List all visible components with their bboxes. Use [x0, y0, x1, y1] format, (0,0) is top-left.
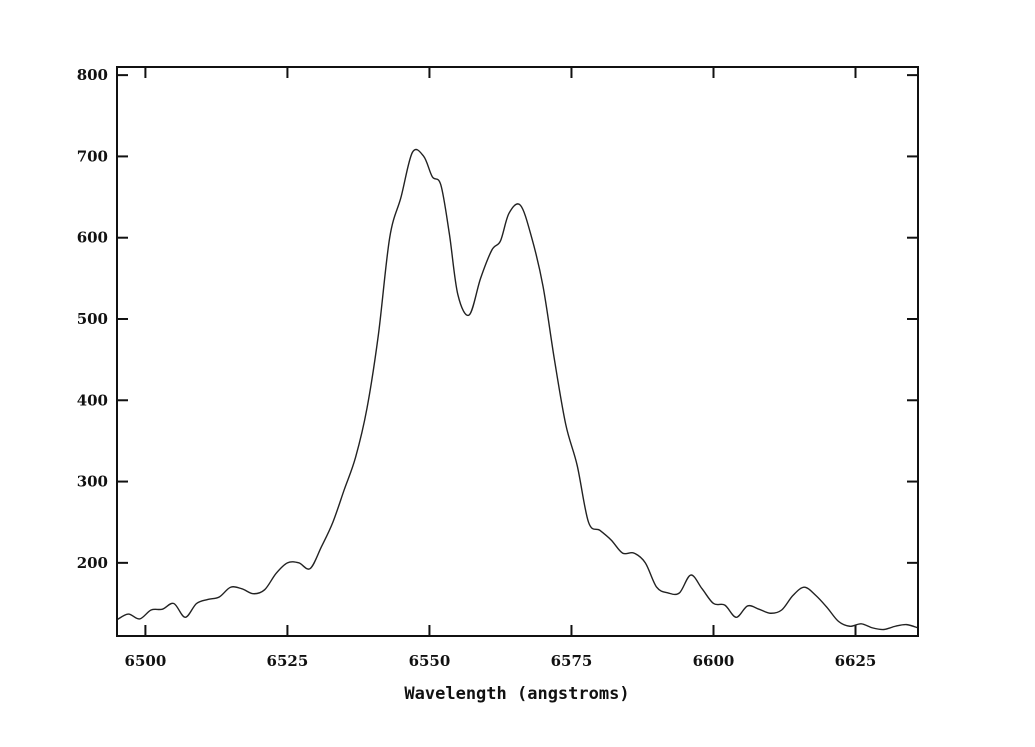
- y-tick-label: 700: [77, 147, 108, 165]
- y-tick-label: 300: [77, 473, 108, 491]
- spectrum-line: [117, 148, 918, 631]
- y-tick-label: 500: [77, 310, 108, 328]
- plot-frame: [116, 66, 919, 637]
- y-tick-label: 400: [77, 391, 108, 409]
- x-tick-label: 6550: [409, 652, 451, 670]
- axis-ticks: [117, 67, 918, 636]
- x-axis-label: Wavelength (angstroms): [404, 684, 629, 704]
- y-tick-label: 200: [77, 554, 108, 572]
- y-tick-label: 600: [77, 229, 108, 247]
- x-tick-label: 6525: [267, 652, 309, 670]
- x-tick-label: 6500: [125, 652, 167, 670]
- x-tick-label: 6600: [693, 652, 735, 670]
- x-tick-labels: 6500 6525 6550 6575 6600 6625: [125, 652, 877, 670]
- y-tick-labels: 200 300 400 500 600 700 800: [77, 66, 108, 572]
- x-tick-label: 6575: [551, 652, 593, 670]
- y-tick-label: 800: [77, 66, 108, 84]
- x-tick-label: 6625: [835, 652, 877, 670]
